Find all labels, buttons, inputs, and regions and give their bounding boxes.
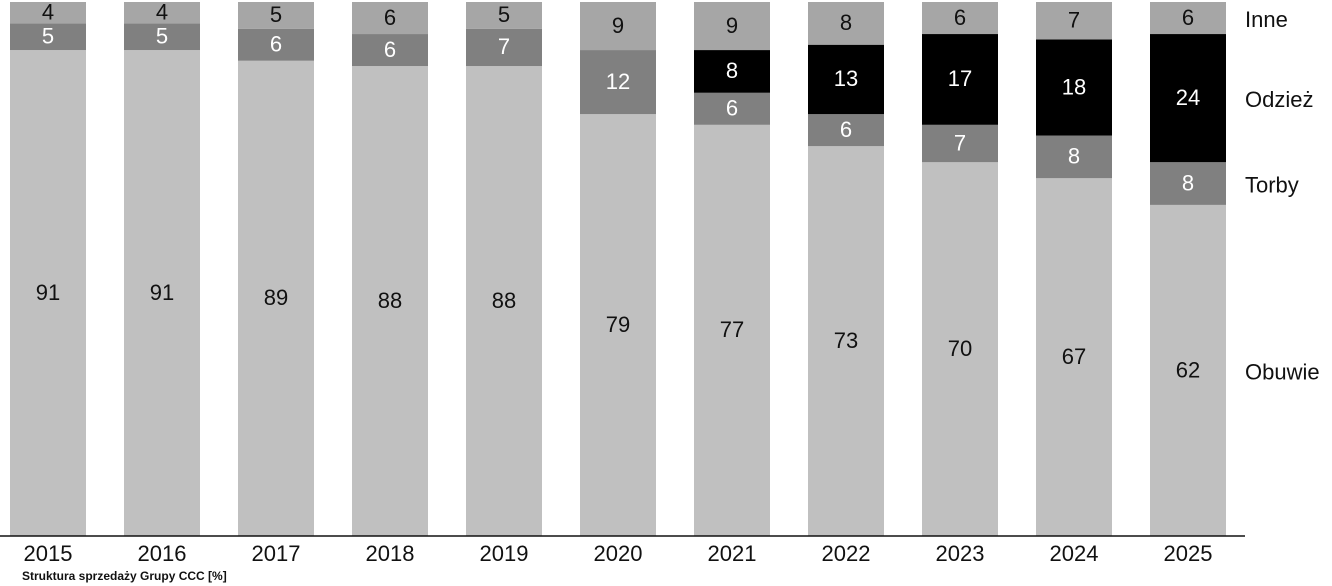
data-label: 77 — [720, 317, 744, 342]
data-label: 5 — [498, 2, 510, 27]
bar-segment — [580, 2, 656, 51]
data-label: 13 — [834, 66, 858, 91]
x-tick-label: 2024 — [1050, 541, 1099, 566]
bar-segment — [1150, 162, 1226, 205]
bar-segment — [1150, 34, 1226, 163]
data-label: 5 — [42, 24, 54, 49]
bar-segment — [238, 28, 314, 61]
data-label: 8 — [726, 58, 738, 83]
data-label: 79 — [606, 312, 630, 337]
bar-segment — [808, 114, 884, 147]
bar-segment — [694, 50, 770, 93]
bar-segment — [124, 50, 200, 537]
legend-label: Torby — [1245, 172, 1299, 197]
x-tick-label: 2016 — [138, 541, 187, 566]
bar-segment — [922, 124, 998, 163]
data-label: 62 — [1176, 357, 1200, 382]
x-tick-label: 2015 — [24, 541, 73, 566]
bar-segment — [466, 66, 542, 536]
data-label: 88 — [492, 288, 516, 313]
data-label: 89 — [264, 285, 288, 310]
data-label: 8 — [1068, 144, 1080, 169]
data-label: 9 — [726, 13, 738, 38]
legend-label: Odzież — [1245, 87, 1313, 112]
bar-segment — [124, 23, 200, 51]
data-label: 6 — [954, 5, 966, 30]
bar-segment — [352, 34, 428, 67]
bar-segment — [922, 34, 998, 125]
data-label: 7 — [954, 130, 966, 155]
data-label: 5 — [156, 24, 168, 49]
bar-segment — [10, 2, 86, 24]
data-label: 8 — [840, 10, 852, 35]
chart-caption: Struktura sprzedaży Grupy CCC [%] — [22, 569, 227, 583]
data-label: 67 — [1062, 344, 1086, 369]
bar-segment — [808, 44, 884, 115]
data-label: 4 — [156, 0, 168, 24]
data-label: 6 — [384, 5, 396, 30]
data-label: 88 — [378, 288, 402, 313]
data-label: 91 — [36, 280, 60, 305]
data-label: 12 — [606, 69, 630, 94]
bar-segment — [466, 2, 542, 29]
bar-segment — [10, 50, 86, 537]
legend-label: Obuwie — [1245, 359, 1320, 384]
data-label: 7 — [498, 34, 510, 59]
x-tick-label: 2021 — [708, 541, 757, 566]
bar-segment — [352, 2, 428, 35]
data-label: 17 — [948, 66, 972, 91]
data-label: 6 — [726, 96, 738, 121]
bar-segment — [1036, 39, 1112, 136]
data-label: 5 — [270, 2, 282, 27]
bar-segment — [10, 23, 86, 51]
bar-segment — [124, 2, 200, 24]
bar-segment — [352, 66, 428, 536]
bar-segment — [922, 162, 998, 536]
bar-segment — [1036, 178, 1112, 536]
bar-segment — [922, 2, 998, 35]
bar-segment — [694, 92, 770, 125]
data-label: 91 — [150, 280, 174, 305]
x-tick-label: 2023 — [936, 541, 985, 566]
bar-segment — [808, 146, 884, 536]
legend-label: Inne — [1245, 7, 1288, 32]
bar-segment — [466, 28, 542, 67]
bar-segment — [1150, 204, 1226, 537]
bar-segment — [580, 50, 656, 115]
bar-segment — [1036, 2, 1112, 40]
data-label: 18 — [1062, 74, 1086, 99]
data-label: 6 — [384, 37, 396, 62]
bar-segment — [580, 114, 656, 536]
bar-segment — [238, 2, 314, 29]
bar-segment — [1150, 2, 1226, 35]
data-label: 8 — [1182, 170, 1194, 195]
data-label: 4 — [42, 0, 54, 24]
bar-segment — [694, 2, 770, 51]
data-label: 9 — [612, 13, 624, 38]
bar-segment — [808, 2, 884, 45]
x-tick-label: 2025 — [1164, 541, 1213, 566]
x-tick-label: 2020 — [594, 541, 643, 566]
bar-segment — [694, 124, 770, 536]
x-tick-label: 2018 — [366, 541, 415, 566]
bar-segment — [238, 60, 314, 537]
data-label: 6 — [840, 117, 852, 142]
data-label: 6 — [270, 32, 282, 57]
x-tick-label: 2019 — [480, 541, 529, 566]
bar-segment — [1036, 135, 1112, 179]
data-label: 70 — [948, 336, 972, 361]
data-label: 24 — [1176, 85, 1200, 110]
x-tick-label: 2017 — [252, 541, 301, 566]
data-label: 7 — [1068, 8, 1080, 33]
data-label: 6 — [1182, 5, 1194, 30]
data-label: 73 — [834, 328, 858, 353]
x-tick-label: 2022 — [822, 541, 871, 566]
